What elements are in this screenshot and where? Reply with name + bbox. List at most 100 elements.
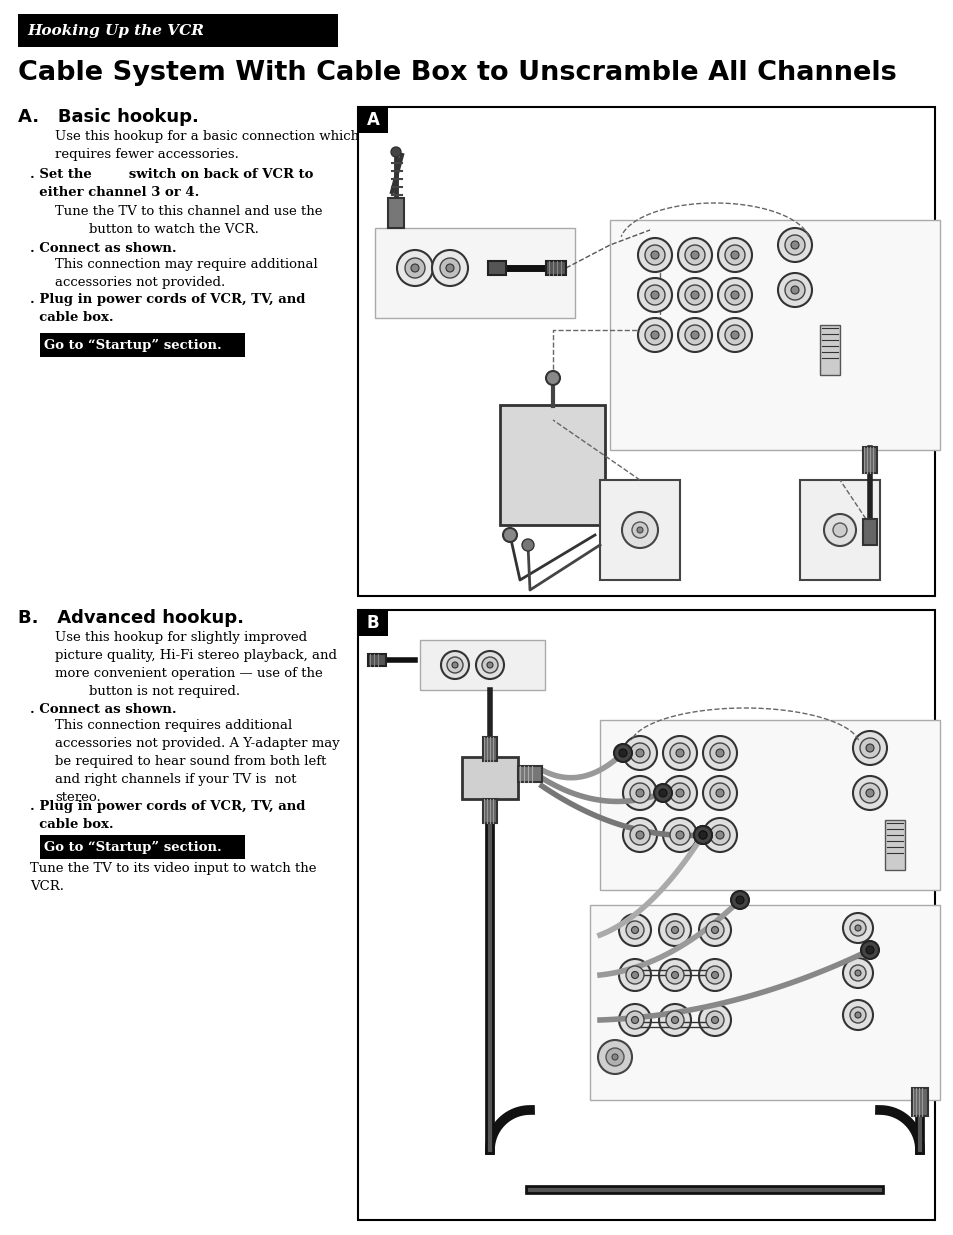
Circle shape [724,325,744,345]
Circle shape [636,831,643,839]
Text: This connection may require additional
accessories not provided.: This connection may require additional a… [55,258,317,289]
Circle shape [716,831,723,839]
Circle shape [702,736,737,769]
Bar [388,198,403,228]
Circle shape [439,258,459,278]
Circle shape [618,1004,650,1036]
Bar [499,405,604,525]
Circle shape [605,1049,623,1066]
Circle shape [662,776,697,810]
Circle shape [614,743,631,762]
Circle shape [629,783,649,803]
Circle shape [665,1011,683,1029]
Text: A.   Basic hookup.: A. Basic hookup. [18,107,198,126]
Circle shape [854,925,861,931]
Circle shape [693,826,711,844]
Circle shape [859,783,879,803]
Circle shape [842,913,872,944]
Circle shape [690,251,699,259]
Text: Use this hookup for a basic connection which
requires fewer accessories.: Use this hookup for a basic connection w… [55,130,358,161]
Circle shape [784,280,804,300]
Circle shape [730,890,748,909]
Circle shape [705,1011,723,1029]
Circle shape [665,921,683,939]
Circle shape [699,831,706,839]
Circle shape [842,958,872,988]
Circle shape [618,748,626,757]
Circle shape [699,960,730,990]
Text: Tune the TV to its video input to watch the
VCR.: Tune the TV to its video input to watch … [30,862,316,893]
Circle shape [631,972,638,978]
Bar [40,835,245,860]
Circle shape [659,960,690,990]
Circle shape [447,657,462,673]
Circle shape [644,245,664,266]
Circle shape [481,657,497,673]
Bar [488,261,505,275]
Circle shape [832,522,846,537]
Circle shape [391,147,400,157]
Bar [482,737,497,761]
Text: This connection requires additional
accessories not provided. A Y-adapter may
be: This connection requires additional acce… [55,719,339,804]
Circle shape [612,1053,618,1060]
Bar [368,655,386,666]
Circle shape [702,818,737,852]
Circle shape [618,960,650,990]
Circle shape [849,920,865,936]
Circle shape [849,965,865,981]
Circle shape [676,789,683,797]
Circle shape [476,651,503,679]
Circle shape [852,776,886,810]
Circle shape [631,926,638,934]
Circle shape [861,941,878,960]
Text: Hooking Up the VCR: Hooking Up the VCR [27,23,204,37]
Circle shape [625,1011,643,1029]
Circle shape [637,527,642,534]
Circle shape [709,783,729,803]
Bar [635,969,714,974]
Bar [357,107,388,133]
Circle shape [702,776,737,810]
Circle shape [636,748,643,757]
Bar [599,720,939,890]
Text: Cable System With Cable Box to Unscramble All Channels: Cable System With Cable Box to Unscrambl… [18,61,896,86]
Circle shape [730,331,739,338]
Circle shape [432,249,468,287]
Bar [911,1088,927,1116]
Circle shape [690,291,699,299]
Circle shape [659,914,690,946]
Circle shape [854,1011,861,1018]
Circle shape [669,743,689,763]
Bar [357,610,934,1220]
Bar [545,261,565,275]
Circle shape [699,831,706,839]
Bar [589,905,939,1100]
Circle shape [598,1040,631,1074]
Circle shape [684,245,704,266]
Circle shape [621,513,658,548]
Text: Use this hookup for slightly improved
picture quality, Hi-Fi stereo playback, an: Use this hookup for slightly improved pi… [55,631,336,698]
Circle shape [678,278,711,312]
Circle shape [669,783,689,803]
Circle shape [486,662,493,668]
Circle shape [654,784,671,802]
Bar [482,799,497,823]
Circle shape [690,331,699,338]
Text: . Set the        switch on back of VCR to
  either channel 3 or 4.: . Set the switch on back of VCR to eithe… [30,168,313,199]
Text: . Plug in power cords of VCR, TV, and
  cable box.: . Plug in power cords of VCR, TV, and ca… [30,800,305,831]
Circle shape [711,1016,718,1024]
Circle shape [711,926,718,934]
Bar [862,519,876,545]
Circle shape [662,736,697,769]
Bar [18,14,337,47]
Circle shape [709,825,729,845]
Circle shape [699,1004,730,1036]
Circle shape [684,285,704,305]
Circle shape [790,241,799,249]
Text: . Connect as shown.: . Connect as shown. [30,242,176,254]
Bar [357,107,934,597]
Circle shape [622,818,657,852]
Bar [609,220,939,450]
Circle shape [452,662,457,668]
Circle shape [735,897,743,904]
